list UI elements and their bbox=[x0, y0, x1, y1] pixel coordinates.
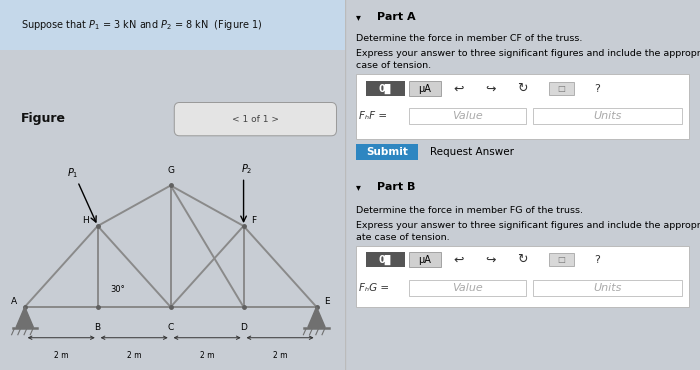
Text: Figure: Figure bbox=[21, 112, 66, 125]
Text: Units: Units bbox=[594, 283, 622, 293]
Text: A: A bbox=[11, 297, 18, 306]
FancyBboxPatch shape bbox=[356, 74, 690, 139]
Text: Determine the force in member CF of the truss.: Determine the force in member CF of the … bbox=[356, 34, 582, 43]
Text: ▾: ▾ bbox=[356, 182, 360, 192]
Polygon shape bbox=[16, 307, 34, 327]
Text: ?: ? bbox=[594, 84, 600, 94]
Text: case of tension.: case of tension. bbox=[356, 61, 431, 70]
Text: ▾: ▾ bbox=[356, 11, 360, 22]
FancyBboxPatch shape bbox=[356, 144, 418, 160]
Text: Value: Value bbox=[452, 111, 483, 121]
Text: G: G bbox=[167, 166, 174, 175]
Text: F: F bbox=[251, 216, 256, 225]
Text: Submit: Submit bbox=[366, 147, 408, 157]
FancyBboxPatch shape bbox=[409, 81, 441, 96]
Text: C: C bbox=[167, 323, 174, 332]
FancyBboxPatch shape bbox=[0, 0, 345, 50]
Text: $P_2$: $P_2$ bbox=[241, 162, 252, 176]
Text: □: □ bbox=[558, 84, 566, 93]
Text: D: D bbox=[240, 323, 247, 332]
Text: Suppose that $P_1$ = 3 kN and $P_2$ = 8 kN  (Figure 1): Suppose that $P_1$ = 3 kN and $P_2$ = 8 … bbox=[21, 18, 262, 32]
Text: ↩: ↩ bbox=[454, 82, 464, 95]
Text: Express your answer to three significant figures and include the appropriate: Express your answer to three significant… bbox=[356, 49, 700, 58]
FancyBboxPatch shape bbox=[409, 108, 526, 124]
Text: μA: μA bbox=[419, 255, 431, 265]
Text: 2 m: 2 m bbox=[273, 351, 287, 360]
Text: ↩: ↩ bbox=[454, 253, 464, 266]
FancyBboxPatch shape bbox=[174, 102, 337, 136]
FancyBboxPatch shape bbox=[533, 108, 682, 124]
Text: Part A: Part A bbox=[377, 11, 416, 22]
Text: 0▊: 0▊ bbox=[379, 84, 393, 94]
Text: ?: ? bbox=[594, 255, 600, 265]
Text: ↪: ↪ bbox=[485, 82, 496, 95]
FancyBboxPatch shape bbox=[533, 280, 682, 296]
Text: Request Answer: Request Answer bbox=[430, 147, 514, 157]
Text: 30°: 30° bbox=[111, 285, 125, 294]
Text: H: H bbox=[82, 216, 89, 225]
Text: E: E bbox=[324, 297, 330, 306]
FancyBboxPatch shape bbox=[550, 82, 574, 95]
Text: Value: Value bbox=[452, 283, 483, 293]
Text: Express your answer to three significant figures and include the appropri-: Express your answer to three significant… bbox=[356, 221, 700, 230]
Text: μA: μA bbox=[419, 84, 431, 94]
Text: Determine the force in member FG of the truss.: Determine the force in member FG of the … bbox=[356, 206, 582, 215]
FancyBboxPatch shape bbox=[356, 246, 690, 307]
FancyBboxPatch shape bbox=[550, 253, 574, 266]
FancyBboxPatch shape bbox=[366, 252, 405, 267]
Text: ↻: ↻ bbox=[517, 253, 528, 266]
Text: ↻: ↻ bbox=[517, 82, 528, 95]
Text: Units: Units bbox=[594, 111, 622, 121]
Polygon shape bbox=[308, 307, 325, 327]
FancyBboxPatch shape bbox=[409, 252, 441, 267]
FancyBboxPatch shape bbox=[366, 81, 405, 96]
FancyBboxPatch shape bbox=[409, 280, 526, 296]
Text: □: □ bbox=[558, 255, 566, 264]
Text: 0▊: 0▊ bbox=[379, 255, 393, 265]
Text: B: B bbox=[94, 323, 101, 332]
Text: 2 m: 2 m bbox=[127, 351, 141, 360]
Text: FₕG =: FₕG = bbox=[359, 283, 389, 293]
Text: Part B: Part B bbox=[377, 182, 415, 192]
Text: 2 m: 2 m bbox=[54, 351, 69, 360]
Text: ate case of tension.: ate case of tension. bbox=[356, 233, 449, 242]
Text: $P_1$: $P_1$ bbox=[67, 166, 78, 180]
Text: 2 m: 2 m bbox=[199, 351, 214, 360]
Text: < 1 of 1 >: < 1 of 1 > bbox=[232, 115, 279, 124]
Text: ↪: ↪ bbox=[485, 253, 496, 266]
Text: FₕF =: FₕF = bbox=[359, 111, 387, 121]
